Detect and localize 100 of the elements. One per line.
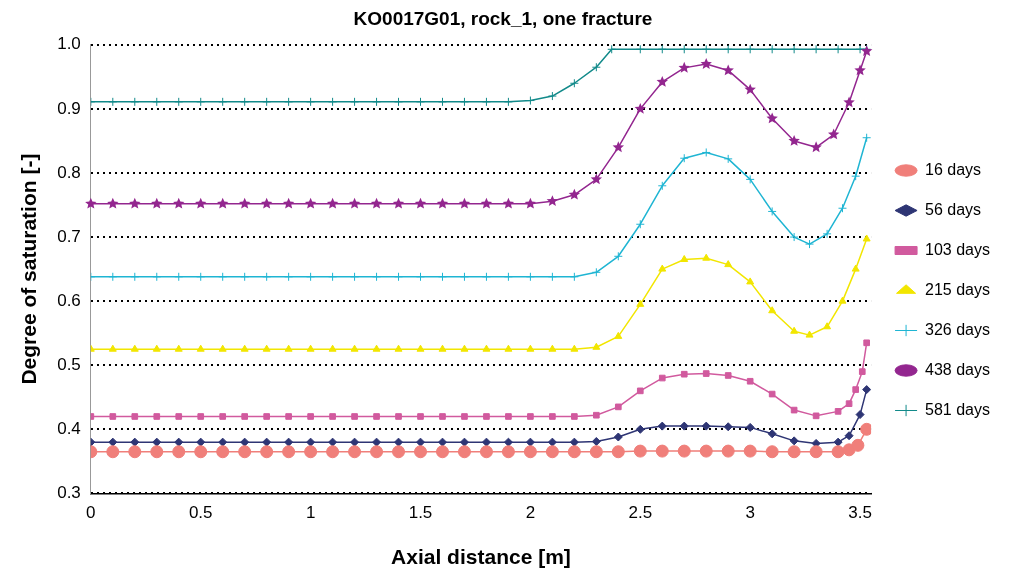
point [701, 44, 711, 54]
point [702, 370, 710, 377]
point [838, 296, 847, 304]
point [417, 413, 424, 420]
point [152, 437, 162, 447]
point [130, 272, 140, 282]
point [680, 254, 689, 262]
point [350, 97, 360, 107]
point [635, 219, 645, 229]
point [172, 445, 186, 459]
legend-label: 56 days [925, 200, 982, 218]
point [328, 344, 337, 352]
point [503, 272, 513, 282]
point [834, 408, 842, 415]
x-axis-title: Axial distance [m] [391, 545, 571, 569]
point [348, 197, 361, 209]
x-tick-label: 1 [305, 503, 316, 523]
point [480, 197, 493, 209]
point [679, 153, 689, 163]
point [174, 344, 183, 352]
point [809, 445, 823, 459]
point [699, 444, 713, 458]
point [503, 97, 513, 107]
point [636, 299, 645, 307]
point [350, 272, 360, 282]
point [351, 413, 358, 420]
point [217, 197, 229, 209]
x-tick-label: 3 [745, 503, 755, 523]
point [502, 197, 515, 209]
point [746, 277, 755, 285]
point [241, 413, 249, 420]
point [765, 445, 779, 459]
point [591, 267, 601, 277]
point [614, 331, 623, 339]
point [130, 97, 140, 107]
point [326, 197, 339, 209]
point [109, 413, 117, 420]
point [131, 413, 139, 420]
point [216, 445, 230, 459]
point [505, 413, 512, 420]
point [238, 445, 252, 459]
point [438, 344, 447, 352]
point [459, 272, 469, 282]
point [263, 413, 270, 420]
point [372, 97, 382, 107]
point [108, 272, 118, 282]
point [589, 445, 603, 459]
point [678, 61, 690, 73]
point [328, 272, 338, 282]
point [855, 410, 865, 420]
x-tick-label: 0.5 [188, 503, 213, 523]
point [218, 272, 228, 282]
point [811, 44, 821, 54]
point [284, 344, 293, 352]
point [833, 44, 843, 54]
point [459, 97, 469, 107]
point [108, 437, 118, 447]
point [373, 413, 380, 420]
point [130, 437, 140, 447]
point [394, 344, 403, 352]
legend-label: 215 days [925, 280, 990, 298]
point [657, 181, 667, 191]
point [218, 437, 228, 447]
point [482, 344, 491, 352]
point [844, 431, 854, 441]
point [766, 112, 778, 124]
point [307, 413, 314, 420]
y-tick-label: 0.4 [57, 419, 81, 438]
point [152, 97, 162, 107]
legend-label: 326 days [925, 320, 990, 338]
point [569, 78, 579, 88]
point [526, 344, 535, 352]
point [822, 229, 832, 239]
y-tick-label: 0.8 [57, 162, 81, 182]
point [350, 344, 359, 352]
y-tick-label: 0.9 [57, 98, 81, 118]
point [745, 44, 755, 54]
point [724, 372, 732, 379]
point [174, 97, 184, 107]
point [439, 413, 446, 420]
legend-label: 581 days [925, 400, 990, 418]
point [240, 97, 250, 107]
point [260, 197, 273, 209]
point [721, 444, 735, 458]
point [767, 429, 777, 439]
point [657, 44, 667, 54]
point [746, 377, 754, 385]
point [768, 306, 777, 314]
point [174, 272, 184, 282]
point [195, 197, 207, 209]
point [218, 344, 227, 352]
point [108, 344, 117, 352]
y-axis-title: Degree of saturation [-] [17, 153, 41, 385]
point [372, 272, 382, 282]
point [701, 147, 711, 157]
point [153, 413, 161, 420]
point [571, 413, 578, 420]
point [547, 437, 557, 447]
point [805, 330, 814, 338]
point [437, 437, 447, 447]
